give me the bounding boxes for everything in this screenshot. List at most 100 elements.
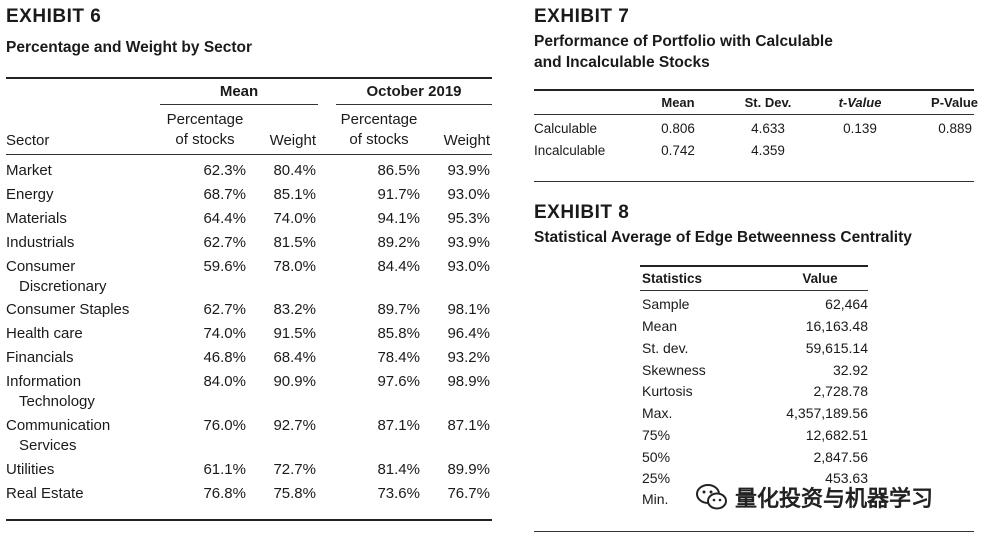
exhibit8-stat: Sample: [642, 296, 690, 312]
col-header-mean-pct-line1: Percentage: [166, 111, 244, 128]
oct-weight: 93.0%: [447, 258, 490, 275]
mean-weight: 91.5%: [273, 325, 316, 342]
exhibit6-bottom-rule: [6, 519, 492, 521]
mean-pct: 68.7%: [203, 186, 246, 203]
exhibit7-row-label: Calculable: [534, 121, 598, 136]
oct-pct: 85.8%: [377, 325, 420, 342]
exhibit8-stat: Skewness: [642, 362, 706, 378]
exhibit8-value: 2,847.56: [813, 449, 869, 465]
exhibit8-value: 59,615.14: [805, 340, 868, 356]
exhibit7-tvalue: 0.139: [843, 121, 877, 136]
exhibit8-top-rule: [640, 265, 868, 267]
exhibit8-stat: 50%: [642, 449, 671, 465]
sector-name: Materials: [6, 210, 67, 227]
oct-pct: 84.4%: [377, 258, 420, 275]
sector-name: Real Estate: [6, 485, 84, 502]
mean-weight: 75.8%: [273, 485, 316, 502]
exhibit8-stat: 25%: [642, 470, 671, 486]
oct-pct: 91.7%: [377, 186, 420, 203]
oct-weight: 76.7%: [447, 485, 490, 502]
exhibit6-table: Mean October 2019 Percentage of stocks W…: [6, 83, 492, 502]
sector-name: Market: [6, 162, 52, 179]
exhibit7-pvalue: 0.889: [938, 121, 972, 136]
oct-pct: 87.1%: [377, 417, 420, 434]
mean-pct: 76.8%: [203, 485, 246, 502]
exhibit8-header-value: Value: [802, 271, 838, 286]
sector-name: Consumer Staples: [6, 301, 130, 318]
mean-weight: 80.4%: [273, 162, 316, 179]
mean-group-rule: [160, 104, 318, 105]
sector-name: Financials: [6, 349, 74, 366]
mean-weight: 81.5%: [273, 234, 316, 251]
col-header-mean-weight: Weight: [269, 132, 316, 149]
group-header-october-2019: October 2019: [366, 83, 462, 100]
october-group-rule: [336, 104, 492, 105]
sector-name: Communication: [6, 417, 111, 434]
exhibit8-stat: Kurtosis: [642, 383, 693, 399]
exhibit7-header-mean: Mean: [661, 95, 695, 110]
exhibit7-header-pvalue: P-Value: [931, 95, 978, 110]
exhibit7-top-rule: [534, 89, 974, 91]
exhibit8-stat: St. dev.: [642, 340, 689, 356]
sector-name-line2: Services: [19, 437, 77, 454]
sector-name-line2: Technology: [19, 393, 95, 410]
exhibit8-value: 16,163.48: [805, 318, 868, 334]
mean-weight: 74.0%: [273, 210, 316, 227]
oct-weight: 89.9%: [447, 461, 490, 478]
exhibit8-header-statistics: Statistics: [642, 271, 703, 286]
exhibit7-stdev: 4.633: [751, 121, 785, 136]
oct-weight: 93.0%: [447, 186, 490, 203]
col-header-oct-weight: Weight: [443, 132, 490, 149]
oct-weight: 93.9%: [447, 162, 490, 179]
sector-name: Consumer: [6, 258, 76, 275]
mean-pct: 64.4%: [203, 210, 246, 227]
exhibit7-header-rule: [534, 114, 974, 115]
oct-weight: 93.2%: [447, 349, 490, 366]
oct-pct: 97.6%: [377, 373, 420, 390]
mean-pct: 62.3%: [203, 162, 246, 179]
watermark-text: 量化投资与机器学习: [735, 486, 934, 511]
exhibit8-value: 4,357,189.56: [786, 405, 868, 421]
exhibit8-bottom-rule: [534, 531, 974, 532]
oct-pct: 89.7%: [377, 301, 420, 318]
exhibit8-label: EXHIBIT 8: [534, 202, 630, 223]
exhibit8-stat: 75%: [642, 427, 671, 443]
sector-name: Health care: [6, 325, 83, 342]
exhibit8-value: 62,464: [825, 296, 868, 312]
mean-pct: 84.0%: [203, 373, 246, 390]
mean-weight: 78.0%: [273, 258, 316, 275]
exhibit8-value: 12,682.51: [805, 427, 868, 443]
exhibit8-subtitle: Statistical Average of Edge Betweenness …: [534, 229, 912, 246]
oct-weight: 98.1%: [447, 301, 490, 318]
exhibit7-stdev: 4.359: [751, 143, 785, 158]
exhibit7-row-label: Incalculable: [534, 143, 606, 158]
col-header-sector: Sector: [6, 132, 50, 149]
mean-weight: 90.9%: [273, 373, 316, 390]
wechat-icon: [696, 484, 727, 510]
exhibit7-mean: 0.742: [661, 143, 695, 158]
col-header-oct-pct-line2: of stocks: [349, 131, 409, 148]
mean-pct: 59.6%: [203, 258, 246, 275]
oct-pct: 73.6%: [377, 485, 420, 502]
exhibit7-bottom-rule: [534, 181, 974, 182]
exhibit8-header-rule: [640, 290, 868, 291]
sector-name: Industrials: [6, 234, 75, 251]
sector-name: Energy: [6, 186, 54, 203]
exhibit7-label: EXHIBIT 7: [534, 6, 630, 27]
col-header-oct-pct-line1: Percentage: [340, 111, 418, 128]
exhibit6-subtitle: Percentage and Weight by Sector: [6, 39, 253, 56]
mean-weight: 85.1%: [273, 186, 316, 203]
oct-pct: 78.4%: [377, 349, 420, 366]
oct-pct: 81.4%: [377, 461, 420, 478]
exhibit8-value: 2,728.78: [813, 383, 869, 399]
oct-weight: 98.9%: [447, 373, 490, 390]
mean-pct: 61.1%: [203, 461, 246, 478]
exhibit8-stat: Min.: [642, 491, 669, 507]
mean-pct: 62.7%: [203, 234, 246, 251]
exhibit7-mean: 0.806: [661, 121, 695, 136]
sector-name: Utilities: [6, 461, 55, 478]
group-header-mean: Mean: [219, 83, 259, 100]
sector-name-line2: Discretionary: [19, 278, 107, 295]
mean-weight: 83.2%: [273, 301, 316, 318]
exhibit7-subtitle-line2: and Incalculable Stocks: [534, 54, 710, 71]
